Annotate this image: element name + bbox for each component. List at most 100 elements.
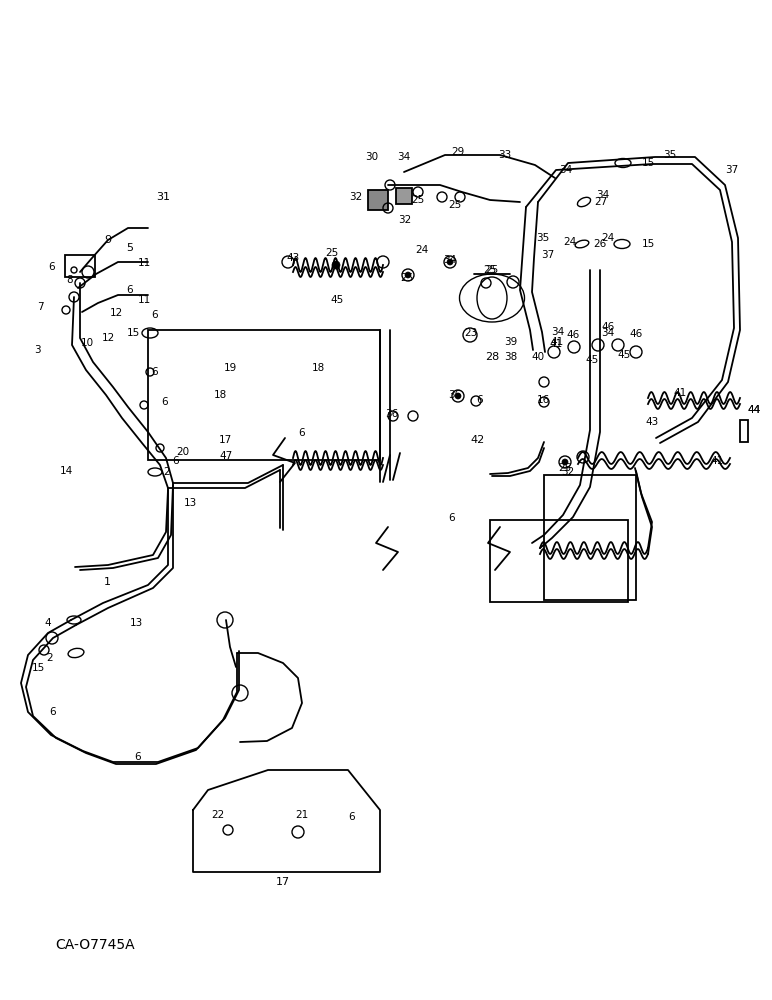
Text: 6: 6: [476, 395, 483, 405]
Text: 33: 33: [499, 150, 512, 160]
Text: 15: 15: [32, 663, 45, 673]
Text: 34: 34: [443, 255, 456, 265]
Text: 36: 36: [449, 390, 462, 400]
Text: 32: 32: [561, 467, 574, 477]
Text: 41: 41: [550, 337, 564, 347]
Text: 25: 25: [486, 265, 499, 275]
Text: 35: 35: [663, 150, 676, 160]
Text: 39: 39: [504, 337, 517, 347]
Text: 9: 9: [104, 235, 112, 245]
Circle shape: [447, 259, 453, 265]
Text: 16: 16: [537, 395, 550, 405]
Text: 20: 20: [177, 447, 190, 457]
Text: 45: 45: [330, 295, 344, 305]
Text: 25: 25: [558, 463, 571, 473]
Text: 38: 38: [504, 352, 517, 362]
Text: 43: 43: [286, 253, 300, 263]
Text: 34: 34: [560, 165, 573, 175]
Text: 43: 43: [645, 417, 659, 427]
Text: 15: 15: [642, 158, 655, 168]
Text: 40: 40: [531, 352, 544, 362]
Text: 47: 47: [219, 451, 232, 461]
Text: 18: 18: [311, 363, 324, 373]
Text: 24: 24: [601, 233, 615, 243]
Text: 5: 5: [127, 243, 134, 253]
Text: 4: 4: [45, 618, 51, 628]
Text: CA-O7745A: CA-O7745A: [55, 938, 134, 952]
Text: 10: 10: [80, 338, 93, 348]
Text: 19: 19: [223, 363, 237, 373]
Text: 25: 25: [483, 265, 496, 275]
Circle shape: [332, 261, 340, 269]
Text: 25: 25: [411, 195, 425, 205]
Text: 6: 6: [449, 513, 455, 523]
Text: 6: 6: [151, 310, 158, 320]
Text: 44: 44: [747, 405, 760, 415]
Text: 46: 46: [567, 330, 580, 340]
Text: 42: 42: [471, 435, 485, 445]
Text: 34: 34: [601, 328, 615, 338]
Text: 24: 24: [415, 245, 428, 255]
Text: 6: 6: [161, 397, 168, 407]
Text: 18: 18: [213, 390, 227, 400]
Text: 17: 17: [218, 435, 232, 445]
Text: 41: 41: [673, 388, 686, 398]
Text: 24: 24: [564, 237, 577, 247]
Text: 6: 6: [49, 262, 56, 272]
Text: 1: 1: [103, 577, 110, 587]
Text: 15: 15: [127, 328, 140, 338]
Text: 35: 35: [537, 233, 550, 243]
Circle shape: [455, 393, 461, 399]
Bar: [148, 330, 380, 460]
Text: 34: 34: [597, 190, 610, 200]
Text: 6: 6: [127, 285, 134, 295]
Text: 46: 46: [629, 329, 642, 339]
Bar: [740, 420, 748, 442]
Text: 22: 22: [212, 810, 225, 820]
Text: 17: 17: [276, 877, 290, 887]
Text: 6: 6: [173, 456, 179, 466]
Text: 6: 6: [299, 428, 305, 438]
Text: 45: 45: [618, 350, 631, 360]
Text: 25: 25: [449, 200, 462, 210]
Text: 7: 7: [37, 302, 43, 312]
Text: 21: 21: [296, 810, 309, 820]
Text: 6: 6: [349, 812, 355, 822]
Text: 27: 27: [594, 197, 608, 207]
Text: 6: 6: [134, 752, 141, 762]
Text: 29: 29: [452, 147, 465, 157]
Text: 25: 25: [325, 248, 339, 258]
Text: 46: 46: [601, 322, 615, 332]
Text: 11: 11: [137, 295, 151, 305]
Text: 41: 41: [710, 456, 723, 466]
Text: 12: 12: [101, 333, 114, 343]
Text: 6: 6: [151, 367, 158, 377]
Text: 12: 12: [110, 308, 123, 318]
Bar: [396, 188, 412, 204]
Text: 34: 34: [398, 152, 411, 162]
Text: 32: 32: [398, 215, 411, 225]
Text: 37: 37: [726, 165, 739, 175]
Text: 37: 37: [541, 250, 554, 260]
Bar: [368, 190, 388, 210]
Text: 32: 32: [350, 192, 363, 202]
Bar: [65, 255, 95, 277]
Text: 36: 36: [385, 409, 398, 419]
Text: 41: 41: [550, 339, 563, 349]
Text: 44: 44: [747, 405, 760, 415]
Text: 2: 2: [46, 653, 53, 663]
Text: 25: 25: [401, 273, 414, 283]
Bar: [490, 520, 628, 602]
Text: 23: 23: [465, 328, 478, 338]
Text: 30: 30: [365, 152, 378, 162]
Text: 45: 45: [585, 355, 598, 365]
Text: 13: 13: [130, 618, 143, 628]
Bar: [544, 475, 636, 600]
Text: 13: 13: [184, 498, 197, 508]
Text: 14: 14: [59, 466, 73, 476]
Text: 28: 28: [485, 352, 499, 362]
Text: 3: 3: [34, 345, 40, 355]
Text: 15: 15: [642, 239, 655, 249]
Text: 34: 34: [551, 327, 564, 337]
Text: 26: 26: [594, 239, 607, 249]
